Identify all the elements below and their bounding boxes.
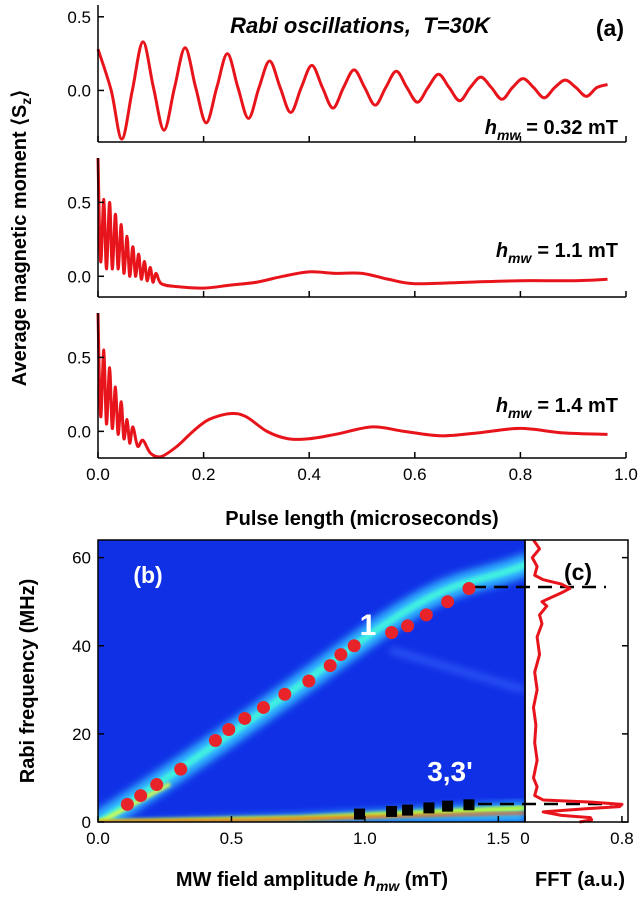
x-tick-label: 0: [520, 829, 529, 848]
series-label: 3,3': [427, 756, 473, 787]
circle-marker: [238, 711, 252, 725]
annotation-symbol: h: [496, 395, 508, 417]
circle-marker: [401, 619, 415, 633]
data-line: [96, 40, 608, 141]
x-tick-label: 0.8: [610, 829, 634, 848]
circle-marker: [323, 659, 337, 673]
data-line: [96, 157, 608, 290]
x-tick-label: 1.5: [486, 829, 510, 848]
plot-frame: [524, 539, 629, 823]
circle-marker: [347, 639, 361, 653]
y-tick-label: 20: [72, 725, 91, 744]
annotation-subscript: mw: [497, 127, 521, 143]
y-tick-label: 0.5: [67, 348, 91, 367]
circle-marker: [278, 687, 292, 701]
circle-marker: [150, 778, 164, 792]
square-marker: [386, 805, 398, 817]
x-tick-label: 0.0: [86, 829, 110, 848]
annotation-text: = 1.4 mT: [537, 395, 618, 417]
y-tick-label: 0.0: [67, 81, 91, 100]
annotation-text: = 1.1 mT: [537, 240, 618, 262]
y-axis-label-text: Average magnetic moment ⟨S: [9, 105, 31, 387]
chart-title: Rabi oscillations, T=30K: [230, 13, 492, 38]
circle-marker: [462, 581, 476, 595]
x-tick-label: 1.0: [614, 465, 638, 484]
circle-marker: [302, 674, 316, 688]
y-axis-label-subscript: z: [18, 98, 34, 105]
circle-marker: [134, 789, 148, 803]
y-tick-label: 0.0: [67, 267, 91, 286]
panel-label: (c): [564, 559, 592, 585]
annotation-text: = 0.32 mT: [526, 117, 618, 139]
square-marker: [354, 808, 366, 820]
heatmap-band: [389, 648, 525, 692]
circle-marker: [174, 762, 188, 776]
fft-line: [530, 539, 624, 824]
x-axis-label: Pulse length (microseconds): [225, 508, 498, 530]
x-axis-label: MW field amplitude hmw (mT): [176, 869, 448, 894]
y-axis-label-end: ⟩: [9, 90, 31, 98]
x-tick-label: 0.8: [509, 465, 533, 484]
circle-marker: [208, 733, 222, 747]
x-tick-label: 0.2: [192, 465, 216, 484]
circle-marker: [222, 722, 236, 736]
annotation-subscript: mw: [508, 250, 532, 266]
square-marker: [423, 802, 435, 814]
y-axis-label: Rabi frequency (MHz): [17, 579, 39, 783]
annotation: hmw = 1.4 mT: [496, 395, 618, 421]
annotation-symbol: h: [485, 117, 497, 139]
annotation-subscript: mw: [508, 405, 532, 421]
square-marker: [402, 804, 414, 816]
x-axis-label: FFT (a.u.): [535, 869, 625, 891]
y-tick-label: 0.5: [67, 193, 91, 212]
circle-marker: [385, 626, 399, 640]
y-tick-label: 40: [72, 637, 91, 656]
circle-marker: [120, 797, 134, 811]
x-axis-label-end: (mT): [399, 869, 448, 891]
x-tick-label: 0.4: [297, 465, 321, 484]
annotation: hmw = 1.1 mT: [496, 240, 618, 266]
y-tick-label: 0.0: [67, 422, 91, 441]
y-tick-label: 0: [82, 813, 91, 832]
annotation: hmw = 0.32 mT: [485, 117, 618, 143]
y-tick-label: 60: [72, 549, 91, 568]
square-marker: [463, 799, 475, 811]
square-marker: [442, 800, 454, 812]
x-axis-label-subscript: mw: [376, 878, 400, 894]
circle-marker: [441, 595, 455, 609]
y-tick-label: 0.5: [67, 8, 91, 27]
circle-marker: [419, 608, 433, 622]
panel-label: (b): [133, 562, 162, 588]
x-axis-label-text: MW field amplitude: [176, 869, 364, 891]
x-tick-label: 1.0: [353, 829, 377, 848]
heatmap-band: [98, 802, 525, 822]
x-axis-label-symbol: h: [364, 869, 376, 891]
circle-marker: [256, 700, 270, 714]
data-line: [96, 312, 608, 459]
annotation-symbol: h: [496, 240, 508, 262]
series-label: 1: [360, 609, 377, 642]
panel-label: (a): [596, 15, 624, 41]
circle-marker: [334, 648, 348, 662]
x-tick-label: 0.5: [220, 829, 244, 848]
y-axis-label: Average magnetic moment ⟨Sz⟩: [9, 90, 34, 386]
x-tick-label: 0.6: [403, 465, 427, 484]
x-tick-label: 0.0: [86, 465, 110, 484]
